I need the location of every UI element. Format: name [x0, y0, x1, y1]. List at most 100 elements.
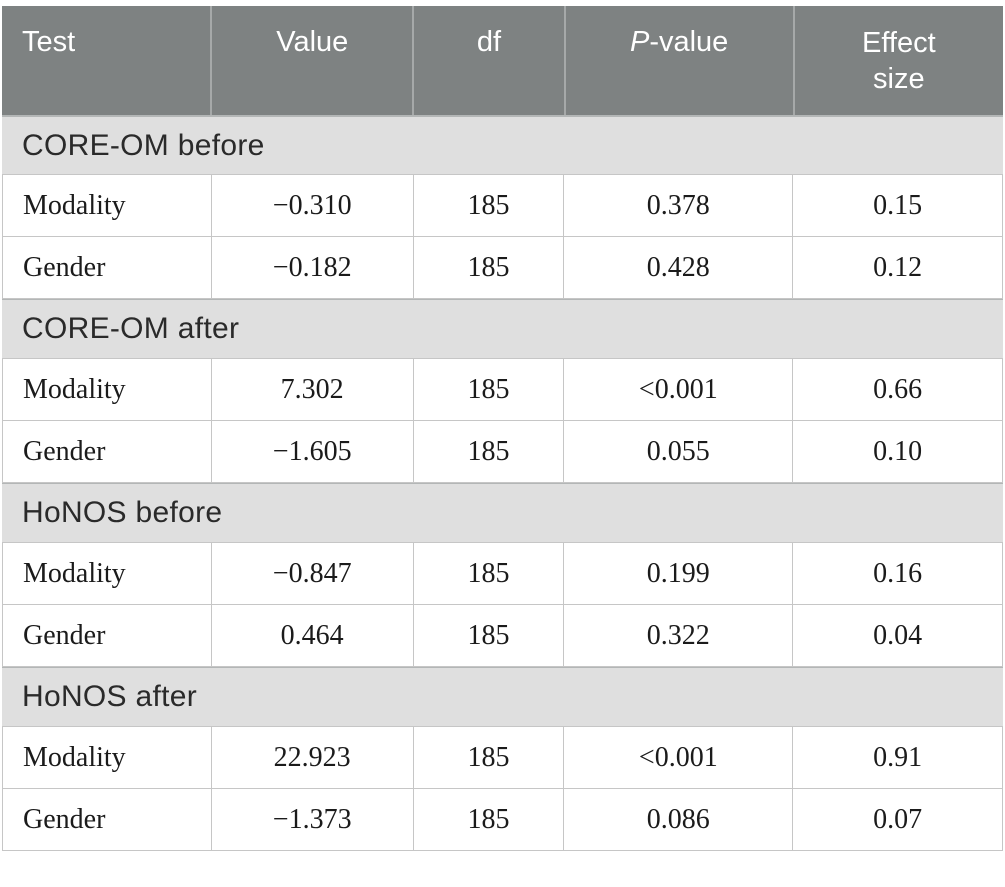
cell-p-value-label: 0.199 — [646, 557, 710, 589]
cell-test: Modality — [3, 543, 211, 604]
cell-effect-size-label: 0.91 — [873, 741, 923, 773]
cell-p-value: <0.001 — [563, 727, 792, 788]
cell-test-label: Gender — [23, 435, 106, 467]
cell-test-label: Modality — [23, 741, 126, 773]
column-header-effect-size: Effect size — [792, 6, 1003, 115]
cell-p-value: 0.428 — [563, 237, 792, 298]
section-title-label: HoNOS after — [22, 680, 198, 713]
cell-effect-size-label: 0.15 — [873, 189, 923, 221]
section-title-label: CORE-OM after — [22, 312, 240, 345]
column-header-df-label: df — [476, 26, 502, 58]
cell-value-label: 0.464 — [280, 619, 344, 651]
column-header-df: df — [412, 6, 563, 115]
cell-test: Gender — [3, 789, 211, 850]
table-row-honos-before-modality: Modality −0.847 185 0.199 0.16 — [2, 543, 1003, 605]
cell-value-label: −0.847 — [272, 557, 352, 589]
section-title-core-om-after: CORE-OM after — [2, 299, 1003, 359]
cell-effect-size: 0.12 — [792, 237, 1002, 298]
cell-value-label: −1.605 — [272, 435, 352, 467]
cell-effect-size: 0.15 — [792, 175, 1002, 236]
section-title-honos-after: HoNOS after — [2, 667, 1003, 727]
cell-value: −0.847 — [210, 543, 413, 604]
cell-test: Modality — [3, 175, 211, 236]
section-title-honos-before: HoNOS before — [2, 483, 1003, 543]
cell-test: Gender — [3, 605, 211, 666]
column-header-test-label: Test — [22, 26, 76, 58]
cell-p-value-label: 0.322 — [646, 619, 710, 651]
cell-df-label: 185 — [467, 435, 510, 467]
cell-effect-size: 0.04 — [792, 605, 1002, 666]
cell-df-label: 185 — [467, 189, 510, 221]
cell-df: 185 — [412, 421, 564, 482]
cell-effect-size: 0.10 — [792, 421, 1002, 482]
cell-df-label: 185 — [467, 803, 510, 835]
table-row-core-om-after-modality: Modality 7.302 185 <0.001 0.66 — [2, 359, 1003, 421]
cell-p-value: 0.055 — [563, 421, 792, 482]
cell-test-label: Gender — [23, 251, 106, 283]
cell-value-label: −0.310 — [272, 189, 352, 221]
cell-df-label: 185 — [467, 373, 510, 405]
cell-p-value-label: <0.001 — [638, 741, 718, 773]
cell-test-label: Modality — [23, 189, 126, 221]
cell-df: 185 — [412, 359, 564, 420]
cell-df: 185 — [412, 727, 564, 788]
section-core-om-before: CORE-OM before Modality −0.310 185 0.378… — [2, 115, 1003, 299]
cell-p-value-label: 0.428 — [646, 251, 710, 283]
table-row-core-om-before-gender: Gender −0.182 185 0.428 0.12 — [2, 237, 1003, 299]
cell-value: 7.302 — [210, 359, 413, 420]
table-row-honos-after-modality: Modality 22.923 185 <0.001 0.91 — [2, 727, 1003, 789]
column-header-effect-size-label: Effect size — [862, 27, 936, 96]
cell-value: 0.464 — [210, 605, 413, 666]
cell-p-value-label: 0.055 — [646, 435, 710, 467]
cell-effect-size: 0.66 — [792, 359, 1002, 420]
cell-test: Gender — [3, 237, 211, 298]
cell-df: 185 — [412, 789, 564, 850]
statistics-table: Test Value df P-value Effect size CORE-O… — [2, 6, 1003, 851]
cell-effect-size-label: 0.10 — [873, 435, 923, 467]
section-title-core-om-before: CORE-OM before — [2, 115, 1003, 175]
cell-p-value-label: <0.001 — [638, 373, 718, 405]
cell-df: 185 — [412, 175, 564, 236]
table-row-honos-before-gender: Gender 0.464 185 0.322 0.04 — [2, 605, 1003, 667]
cell-value: −0.182 — [210, 237, 413, 298]
section-honos-before: HoNOS before Modality −0.847 185 0.199 0… — [2, 483, 1003, 667]
cell-value-label: −1.373 — [272, 803, 352, 835]
cell-df: 185 — [412, 605, 564, 666]
cell-value-label: −0.182 — [272, 251, 352, 283]
cell-df-label: 185 — [467, 251, 510, 283]
table-row-honos-after-gender: Gender −1.373 185 0.086 0.07 — [2, 789, 1003, 851]
section-title-label: HoNOS before — [22, 496, 223, 529]
cell-value: −0.310 — [210, 175, 413, 236]
cell-effect-size: 0.07 — [792, 789, 1002, 850]
cell-p-value-label: 0.086 — [646, 803, 710, 835]
cell-effect-size-label: 0.66 — [873, 373, 923, 405]
column-header-value: Value — [210, 6, 412, 115]
cell-df-label: 185 — [467, 557, 510, 589]
cell-df-label: 185 — [467, 741, 510, 773]
cell-effect-size-label: 0.16 — [873, 557, 923, 589]
cell-test: Modality — [3, 359, 211, 420]
cell-effect-size-label: 0.12 — [873, 251, 923, 283]
section-core-om-after: CORE-OM after Modality 7.302 185 <0.001 … — [2, 299, 1003, 483]
column-header-test: Test — [2, 6, 210, 115]
column-header-value-label: Value — [276, 26, 349, 58]
cell-effect-size: 0.16 — [792, 543, 1002, 604]
cell-test-label: Modality — [23, 557, 126, 589]
cell-p-value: 0.086 — [563, 789, 792, 850]
table-row-core-om-after-gender: Gender −1.605 185 0.055 0.10 — [2, 421, 1003, 483]
section-honos-after: HoNOS after Modality 22.923 185 <0.001 0… — [2, 667, 1003, 851]
column-header-p-value: P-value — [563, 6, 793, 115]
section-title-label: CORE-OM before — [22, 128, 265, 162]
cell-test: Modality — [3, 727, 211, 788]
table-header-row: Test Value df P-value Effect size — [2, 6, 1003, 115]
cell-value-label: 7.302 — [280, 373, 344, 405]
column-header-p-rest: -value — [649, 26, 729, 58]
cell-p-value: 0.378 — [563, 175, 792, 236]
cell-test-label: Gender — [23, 619, 106, 651]
cell-effect-size-label: 0.04 — [873, 619, 923, 651]
cell-value-label: 22.923 — [273, 741, 351, 773]
cell-value: −1.605 — [210, 421, 413, 482]
cell-test-label: Modality — [23, 373, 126, 405]
cell-df: 185 — [412, 237, 564, 298]
cell-p-value: 0.322 — [563, 605, 792, 666]
